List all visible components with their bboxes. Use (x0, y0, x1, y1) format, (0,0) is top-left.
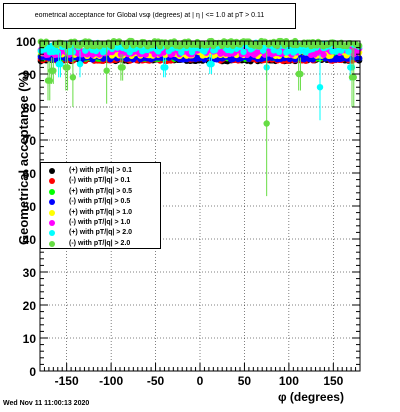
data-point (103, 67, 110, 74)
x-tick-label: 50 (238, 374, 252, 388)
legend-marker (49, 199, 55, 206)
legend-label: (-) with pT/|q| > 1.0 (69, 219, 131, 226)
x-tick-label: 150 (323, 374, 343, 388)
data-point (320, 51, 327, 58)
legend-label: (+) with pT/|q| > 2.0 (69, 229, 133, 237)
data-point (50, 67, 57, 74)
data-point (208, 60, 215, 68)
axes: -150 -100 -50 0 50 100 150 0 10 20 30 40 50 60 70 80 90 1… (16, 35, 360, 388)
legend-marker (49, 230, 55, 237)
legend-marker (49, 240, 55, 247)
legend: (+) with pT/|q| > 0.1 (-) with pT/|q| > 0… (40, 162, 161, 249)
data-point (350, 74, 357, 81)
y-tick-label: 10 (23, 332, 37, 346)
legend-marker (49, 168, 55, 174)
legend-marker (49, 209, 55, 216)
legend-label: (+) with pT/|q| > 0.5 (69, 187, 133, 195)
data-point (240, 48, 247, 56)
y-tick-label: 70 (23, 134, 37, 148)
y-tick-label: 100 (16, 35, 36, 49)
legend-entry: (+) with pT/|q| > 1.0 (45, 208, 160, 218)
legend-entry: (-) with pT/|q| > 0.1 (45, 176, 160, 186)
legend-marker (49, 178, 55, 185)
data-point (69, 74, 77, 81)
data-point (355, 55, 363, 62)
legend-label: (-) with pT/|q| > 0.5 (69, 198, 131, 206)
y-tick-label: 90 (23, 68, 37, 82)
legend-label: (-) with pT/|q| > 0.1 (69, 177, 131, 185)
x-axis-label: φ (degrees) (278, 390, 344, 404)
title-box: eometrical acceptance for Global vsφ (de… (3, 3, 296, 29)
legend-label: (+) with pT/|q| > 1.0 (69, 208, 133, 216)
x-tick-label: -150 (55, 374, 79, 388)
data-point (119, 64, 126, 71)
data-point (345, 48, 352, 55)
data-point (57, 60, 64, 68)
series-7 (37, 39, 363, 121)
data-point (293, 41, 301, 49)
legend-entry: (+) with pT/|q| > 0.1 (45, 166, 160, 176)
data-point (270, 47, 277, 54)
y-tick-label: 30 (23, 266, 37, 280)
legend-entry: (+) with pT/|q| > 2.0 (45, 228, 160, 238)
y-tick-label: 50 (23, 200, 37, 214)
legend-entry: (+) with pT/|q| > 0.5 (45, 187, 160, 197)
x-tick-label: 0 (197, 374, 204, 388)
chart-title: eometrical acceptance for Global vsφ (de… (34, 12, 265, 19)
data-point (297, 70, 304, 78)
x-tick-label: -50 (147, 374, 165, 388)
data-point (64, 64, 71, 71)
y-axis-label: Geometrical acceptance (%) (16, 71, 31, 245)
y-tick-label: 0 (29, 365, 36, 379)
data-point (162, 64, 169, 71)
x-tick-label: -100 (99, 374, 123, 388)
x-tick-label: 100 (279, 374, 299, 388)
legend-label: (+) with pT/|q| > 0.1 (69, 167, 133, 174)
data-point (76, 60, 84, 68)
legend-entry: (-) with pT/|q| > 0.5 (45, 197, 160, 207)
data-point (347, 39, 354, 47)
data-points (37, 37, 363, 197)
legend-label: (-) with pT/|q| > 2.0 (69, 239, 131, 247)
legend-marker (49, 220, 55, 226)
data-point (108, 43, 116, 50)
y-tick-label: 40 (23, 233, 37, 247)
y-tick-label: 80 (23, 101, 37, 115)
data-point (316, 84, 324, 91)
y-tick-label: 60 (23, 167, 37, 181)
legend-entry: (-) with pT/|q| > 2.0 (45, 239, 160, 249)
data-point (275, 48, 283, 56)
legend-entry: (-) with pT/|q| > 1.0 (45, 218, 160, 228)
data-point (263, 120, 270, 127)
legend-marker (49, 188, 55, 195)
y-tick-label: 20 (23, 299, 37, 313)
footer-date: Wed Nov 11 11:00:13 2020 (3, 400, 90, 407)
